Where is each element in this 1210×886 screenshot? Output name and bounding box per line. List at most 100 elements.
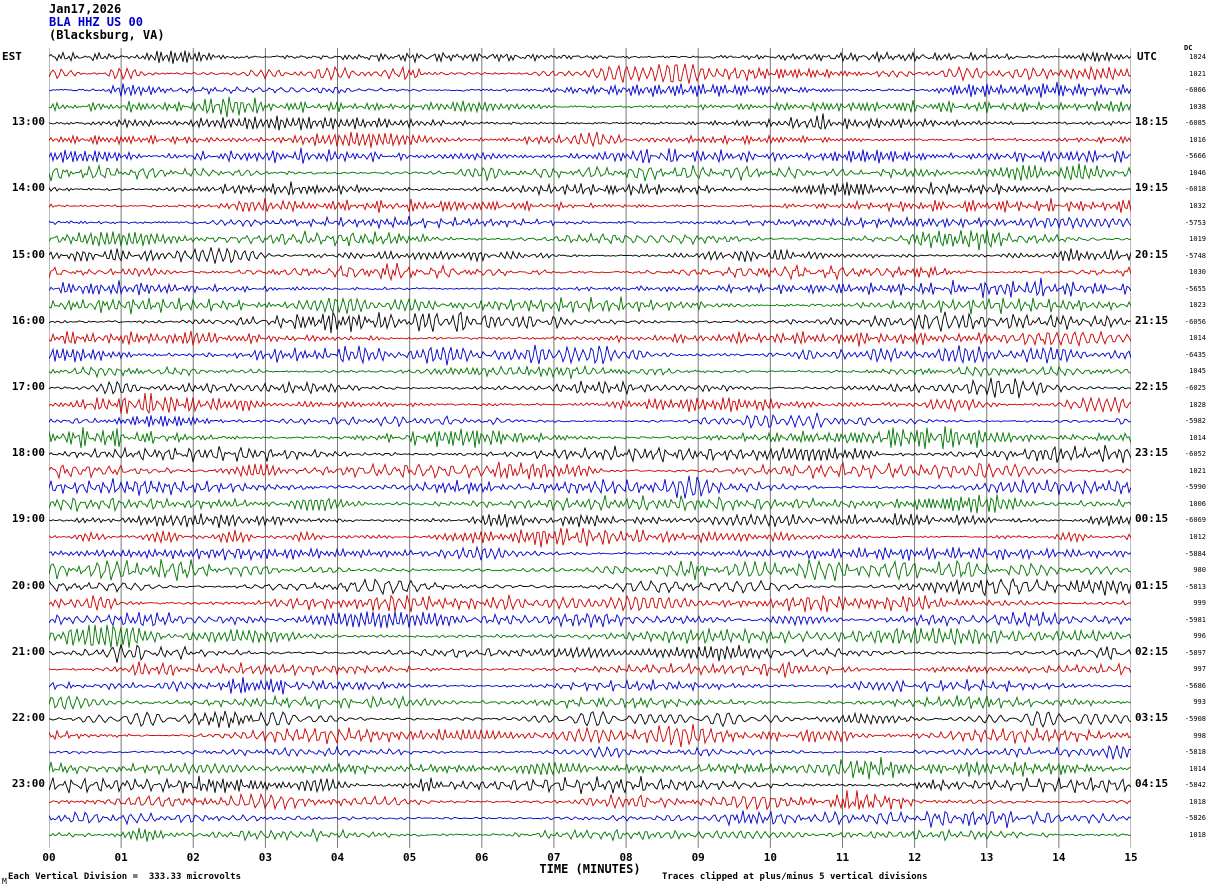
dc-offset-value: 1018 xyxy=(1189,797,1206,806)
dc-offset-value: -6018 xyxy=(1184,185,1206,194)
dc-offset-value: -6056 xyxy=(1184,317,1206,326)
utc-time-label: 19:15 xyxy=(1135,181,1169,195)
seismic-trace xyxy=(49,694,1131,711)
dc-offset-value: -5655 xyxy=(1184,284,1206,293)
seismic-trace xyxy=(49,527,1131,548)
station-label: BLA HHZ US 00 xyxy=(49,15,143,29)
est-hour-label: 21:00 xyxy=(11,644,45,658)
dc-column-header: DC xyxy=(1184,44,1193,52)
dc-offset-value: 980 xyxy=(1193,566,1206,575)
seismic-trace xyxy=(49,197,1131,213)
seismic-trace xyxy=(49,790,1131,811)
utc-time-label: 23:15 xyxy=(1135,446,1169,460)
seismic-trace xyxy=(49,494,1131,514)
dc-offset-value: 996 xyxy=(1193,632,1206,641)
dc-offset-value: 999 xyxy=(1193,599,1206,608)
x-tick-label: 10 xyxy=(763,851,777,864)
seismic-trace xyxy=(49,330,1131,348)
dc-offset-value: 1024 xyxy=(1189,53,1206,61)
seismic-trace xyxy=(49,344,1131,366)
x-axis-title: TIME (MINUTES) xyxy=(539,862,641,876)
seismic-trace xyxy=(49,113,1131,131)
seismic-trace xyxy=(49,96,1131,118)
seismic-trace xyxy=(49,163,1131,183)
dc-offset-value: -6066 xyxy=(1184,86,1206,95)
est-hour-label: 15:00 xyxy=(11,247,45,261)
seismic-trace xyxy=(49,277,1131,299)
seismic-trace xyxy=(49,147,1131,164)
dc-offset-value: 1045 xyxy=(1189,367,1206,376)
est-hour-label: 17:00 xyxy=(11,380,45,393)
x-tick-label: 09 xyxy=(691,851,705,864)
seismic-trace xyxy=(49,644,1131,663)
x-tick-label: 03 xyxy=(258,851,273,864)
x-tick-label: 08 xyxy=(619,851,633,864)
seismic-trace xyxy=(49,677,1131,695)
dc-offset-value: -5990 xyxy=(1184,483,1206,492)
seismic-trace xyxy=(49,262,1131,282)
dc-offset-value: 1012 xyxy=(1189,532,1206,541)
dc-offset-value: 1030 xyxy=(1189,268,1206,277)
est-hour-label: 16:00 xyxy=(11,313,45,327)
dc-offset-value: 1014 xyxy=(1189,433,1206,442)
dc-offset-value: -5897 xyxy=(1184,648,1206,657)
dc-offset-value: 998 xyxy=(1193,731,1206,740)
x-tick-label: 11 xyxy=(835,851,850,864)
vertical-division-note: Each Vertical Division = 333.33 microvol… xyxy=(8,872,241,882)
seismic-trace xyxy=(49,724,1131,748)
seismic-trace xyxy=(49,310,1131,334)
seismic-trace xyxy=(49,426,1131,450)
dc-offset-value: -6025 xyxy=(1184,384,1206,392)
x-tick-label: 06 xyxy=(475,851,489,864)
x-tick-label: 01 xyxy=(114,851,128,864)
seismic-trace xyxy=(49,247,1131,264)
est-hour-label: 14:00 xyxy=(11,181,45,195)
seismic-trace xyxy=(49,512,1131,528)
x-tick-label: 14 xyxy=(1052,851,1066,864)
seismic-trace xyxy=(49,377,1131,399)
utc-time-label: 00:15 xyxy=(1135,512,1169,526)
seismic-trace xyxy=(49,559,1131,582)
x-tick-label: 02 xyxy=(186,851,200,864)
utc-time-label: 01:15 xyxy=(1135,578,1169,592)
utc-time-label: 02:15 xyxy=(1135,644,1169,658)
dc-offset-value: 1021 xyxy=(1189,69,1206,78)
dc-offset-value: -5842 xyxy=(1184,781,1206,790)
seismic-trace xyxy=(49,444,1131,464)
seismogram-plot xyxy=(49,48,1131,848)
utc-time-label: 21:15 xyxy=(1135,313,1169,327)
dc-offset-value: 1018 xyxy=(1189,830,1206,839)
seismic-trace xyxy=(49,181,1131,197)
seismic-trace xyxy=(49,131,1131,148)
x-tick-label: 07 xyxy=(547,851,561,864)
seismic-trace xyxy=(49,364,1131,379)
seismic-trace xyxy=(49,611,1131,628)
x-tick-label: 13 xyxy=(980,851,994,864)
dc-offset-value: -6069 xyxy=(1184,516,1206,525)
utc-time-label: 22:15 xyxy=(1135,380,1169,393)
dc-offset-value: -6085 xyxy=(1184,119,1206,128)
dc-offset-value: 1032 xyxy=(1189,201,1206,210)
est-hour-label: 13:00 xyxy=(11,115,45,129)
dc-offset-value: -5813 xyxy=(1184,582,1206,591)
seismic-trace xyxy=(49,215,1131,230)
dc-offset-value: -6435 xyxy=(1184,350,1206,359)
seismic-trace xyxy=(49,296,1131,315)
dc-offset-value: -6052 xyxy=(1184,450,1206,459)
corner-mark: M xyxy=(2,877,7,886)
seismic-trace xyxy=(49,594,1131,613)
seismic-trace xyxy=(49,810,1131,828)
dc-offset-value: 993 xyxy=(1193,698,1206,707)
utc-time-label: 18:15 xyxy=(1135,115,1169,129)
utc-time-label: 03:15 xyxy=(1135,711,1169,724)
utc-time-label: 04:15 xyxy=(1135,777,1169,791)
est-hour-label: 23:00 xyxy=(11,777,45,791)
location-label: (Blacksburg, VA) xyxy=(49,28,165,42)
dc-offset-value: -5982 xyxy=(1184,417,1206,426)
est-hour-label: 20:00 xyxy=(11,578,45,592)
dc-offset-value: 1016 xyxy=(1189,135,1206,144)
dc-offset-value: -5908 xyxy=(1184,715,1206,723)
seismic-trace xyxy=(49,461,1131,481)
seismic-trace xyxy=(49,81,1131,98)
